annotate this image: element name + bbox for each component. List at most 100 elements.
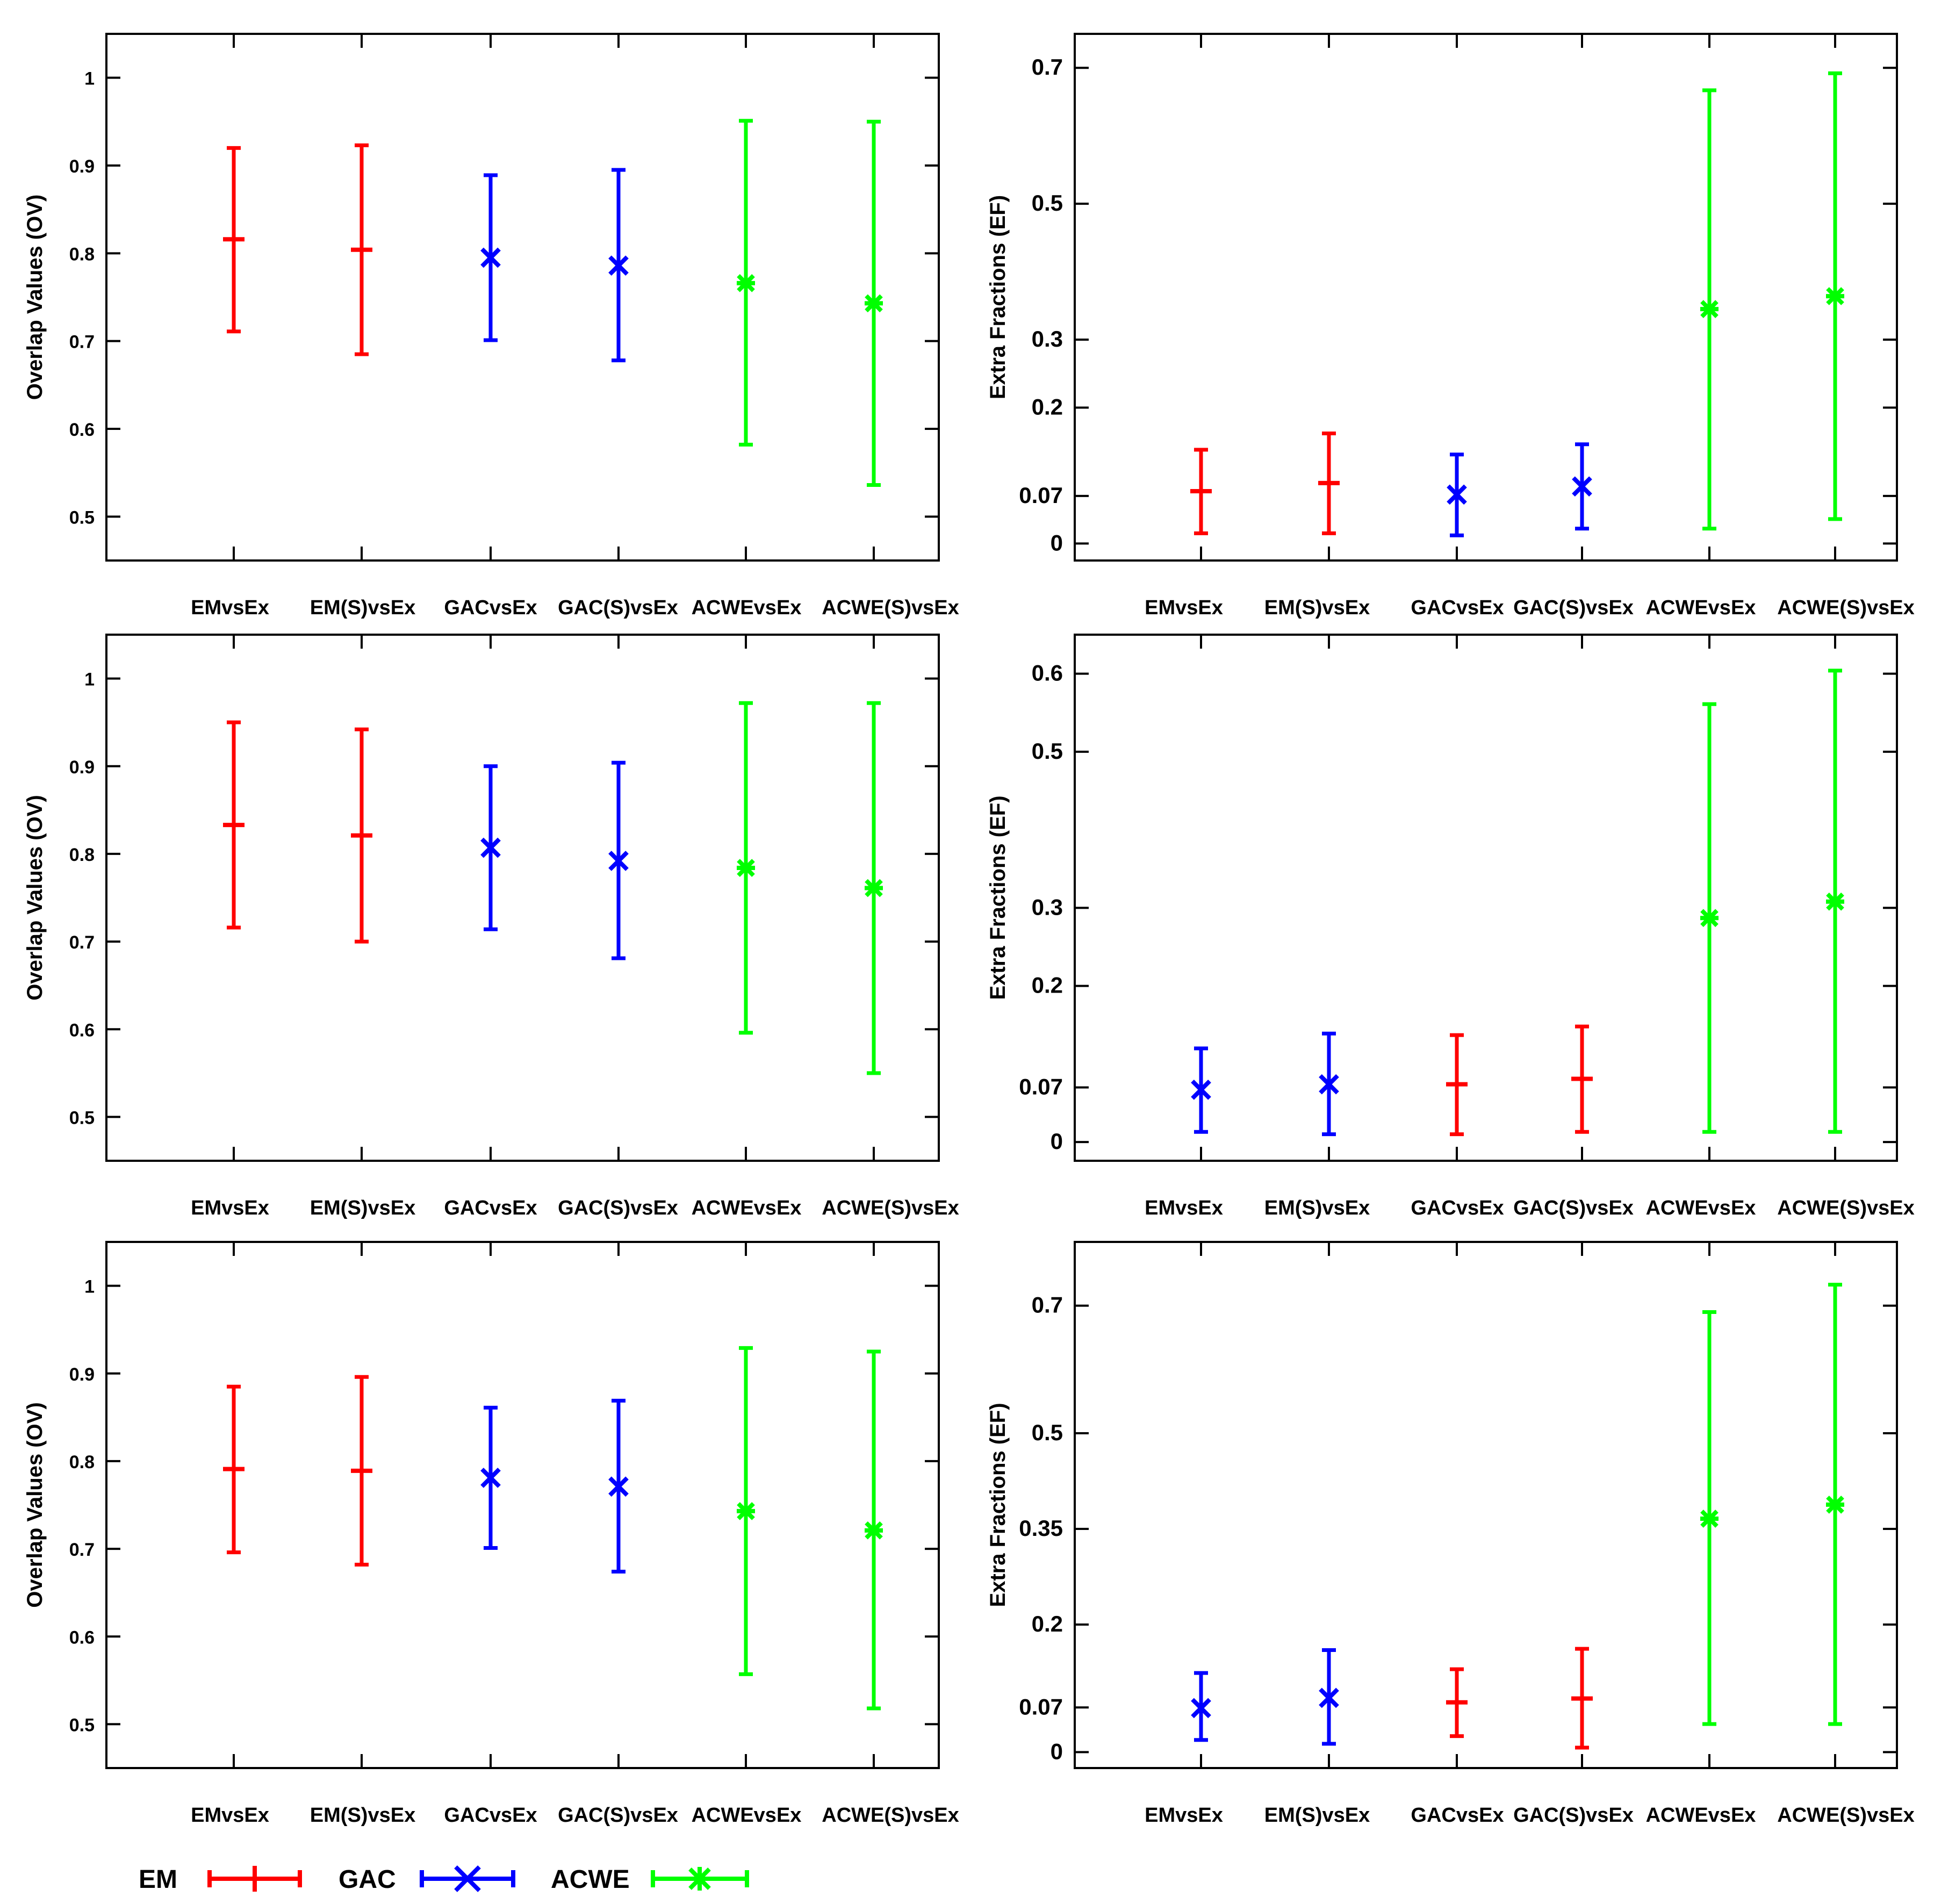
plot-frame — [105, 634, 940, 1162]
y-tick-label: 0.2 — [1032, 394, 1063, 419]
errorbar-gac-3 — [1447, 452, 1467, 537]
errorbar-em-3 — [1446, 1667, 1468, 1738]
y-tick-label: 0.9 — [69, 156, 95, 177]
errorbar-em-1 — [1190, 448, 1212, 535]
errorbar-acwe-6 — [865, 1349, 883, 1711]
y-tick-label: 0.9 — [69, 757, 95, 778]
errorbar-gac-4 — [608, 168, 629, 363]
x-tick-label: EMvsEx — [191, 1197, 269, 1219]
plot-frame — [1074, 634, 1898, 1162]
errorbar-acwe-5 — [1700, 702, 1719, 1134]
y-tick-label: 0.07 — [1019, 483, 1063, 508]
y-tick-label: 0.5 — [69, 1715, 95, 1735]
errorbar-acwe-5 — [737, 1346, 755, 1676]
errorbar-gac-1 — [1191, 1046, 1211, 1134]
panel-5: 0.5 0.6 0.7 0.8 0.9 1 EMvsEx EM(S)vsEx GACvsEx GA… — [23, 1241, 959, 1827]
y-tick-label: 0.5 — [1032, 190, 1063, 215]
errorbar-em-4 — [1571, 1647, 1593, 1750]
x-tick-label: ACWE(S)vsEx — [822, 1197, 959, 1219]
legend-label: GAC — [339, 1865, 396, 1894]
x-tick-label: GACvsEx — [444, 1197, 537, 1219]
y-tick-label: 0.6 — [69, 1020, 95, 1040]
y-tick-label: 0.7 — [1032, 54, 1063, 80]
x-tick-label: EM(S)vsEx — [310, 1197, 415, 1219]
errorbar-em-2 — [351, 143, 372, 356]
errorbar-em-2 — [351, 727, 372, 944]
errorbar-acwe-6 — [865, 119, 883, 487]
plot-frame — [1074, 33, 1898, 562]
errorbar-gac-4 — [608, 1398, 629, 1574]
x-tick-label: ACWEvsEx — [692, 1197, 802, 1219]
y-axis-label: Extra Fractions (EF) — [986, 795, 1010, 1000]
legend-swatch-plus-icon — [207, 1866, 302, 1892]
x-tick-label: ACWE(S)vsEx — [822, 1804, 959, 1827]
y-tick-label: 0.07 — [1019, 1694, 1063, 1719]
y-axis-label: Overlap Values (OV) — [23, 795, 47, 1000]
x-tick-label: GACvsEx — [1411, 1197, 1504, 1219]
y-tick-label: 0.6 — [69, 420, 95, 440]
legend-item-acwe: ACWE — [551, 1865, 749, 1894]
legend: EM GAC ACWE — [139, 1865, 749, 1894]
legend-label: EM — [139, 1865, 177, 1894]
x-tick-label: GACvsEx — [1411, 1804, 1504, 1827]
y-tick-label: 0.5 — [1032, 738, 1063, 764]
legend-swatch-cross-icon — [420, 1865, 515, 1892]
errorbar-em-4 — [1571, 1024, 1593, 1134]
panel-1: 0.5 0.6 0.7 0.8 0.9 1 EMvsEx EM(S)vsEx GACvsEx GA… — [23, 33, 959, 619]
x-tick-label: EM(S)vsEx — [310, 1804, 415, 1827]
x-tick-label: GAC(S)vsEx — [558, 1804, 678, 1827]
errorbar-acwe-5 — [737, 119, 755, 447]
errorbar-gac-2 — [1319, 1031, 1339, 1137]
y-tick-label: 0 — [1051, 1129, 1063, 1154]
y-tick-label: 0.9 — [69, 1364, 95, 1385]
y-axis-label: Extra Fractions (EF) — [986, 195, 1010, 399]
x-tick-label: GACvsEx — [1411, 597, 1504, 619]
errorbar-acwe-6 — [1826, 669, 1844, 1134]
errorbar-gac-3 — [480, 173, 501, 342]
x-tick-label: GACvsEx — [444, 1804, 537, 1827]
y-tick-label: 0.2 — [1032, 973, 1063, 998]
legend-item-em: EM — [139, 1865, 302, 1894]
y-tick-label: 0.3 — [1032, 326, 1063, 351]
errorbar-em-1 — [223, 146, 245, 334]
y-tick-label: 0.07 — [1019, 1074, 1063, 1099]
x-tick-label: GAC(S)vsEx — [1513, 1804, 1634, 1827]
x-tick-label: EM(S)vsEx — [1264, 1804, 1370, 1827]
x-tick-label: EM(S)vsEx — [310, 597, 415, 619]
y-tick-label: 0 — [1051, 1738, 1063, 1764]
x-tick-label: GAC(S)vsEx — [1513, 597, 1634, 619]
y-tick-label: 0.7 — [69, 332, 95, 353]
y-tick-label: 0.8 — [69, 1452, 95, 1472]
y-tick-label: 0.7 — [69, 1540, 95, 1560]
x-tick-label: GAC(S)vsEx — [558, 597, 678, 619]
x-tick-label: ACWEvsEx — [692, 597, 802, 619]
panel-3: 0.5 0.6 0.7 0.8 0.9 1 EMvsEx EM(S)vsEx GACvsEx GA… — [23, 634, 959, 1219]
errorbar-acwe-5 — [737, 701, 755, 1035]
plot-frame — [1074, 1241, 1898, 1769]
y-tick-label: 0.6 — [69, 1627, 95, 1648]
errorbar-em-2 — [351, 1375, 372, 1567]
plot-frame — [105, 1241, 940, 1769]
x-tick-label: ACWEvsEx — [1646, 1804, 1756, 1827]
errorbar-em-1 — [223, 720, 245, 930]
panel-6: 0 0.07 0.2 0.35 0.5 0.7 EMvsEx EM(S)vsEx GACvsEx… — [986, 1241, 1915, 1827]
errorbar-gac-1 — [1191, 1671, 1211, 1742]
y-tick-label: 0.5 — [69, 507, 95, 528]
errorbar-em-1 — [223, 1384, 245, 1555]
y-tick-label: 0.7 — [1032, 1292, 1063, 1318]
x-tick-label: ACWE(S)vsEx — [1777, 1804, 1915, 1827]
errorbar-gac-4 — [1572, 442, 1592, 531]
y-tick-label: 1 — [84, 1277, 95, 1297]
legend-item-gac: GAC — [339, 1865, 515, 1894]
y-tick-label: 0 — [1051, 530, 1063, 555]
x-tick-label: ACWE(S)vsEx — [822, 597, 959, 619]
y-tick-label: 0.5 — [1032, 1420, 1063, 1445]
y-axis-label: Overlap Values (OV) — [23, 195, 47, 400]
plot-frame — [105, 33, 940, 562]
x-tick-label: ACWEvsEx — [1646, 597, 1756, 619]
y-axis-label: Extra Fractions (EF) — [986, 1403, 1010, 1607]
errorbar-gac-4 — [608, 760, 629, 960]
errorbar-acwe-6 — [1826, 71, 1844, 521]
x-tick-label: ACWE(S)vsEx — [1777, 1197, 1915, 1219]
